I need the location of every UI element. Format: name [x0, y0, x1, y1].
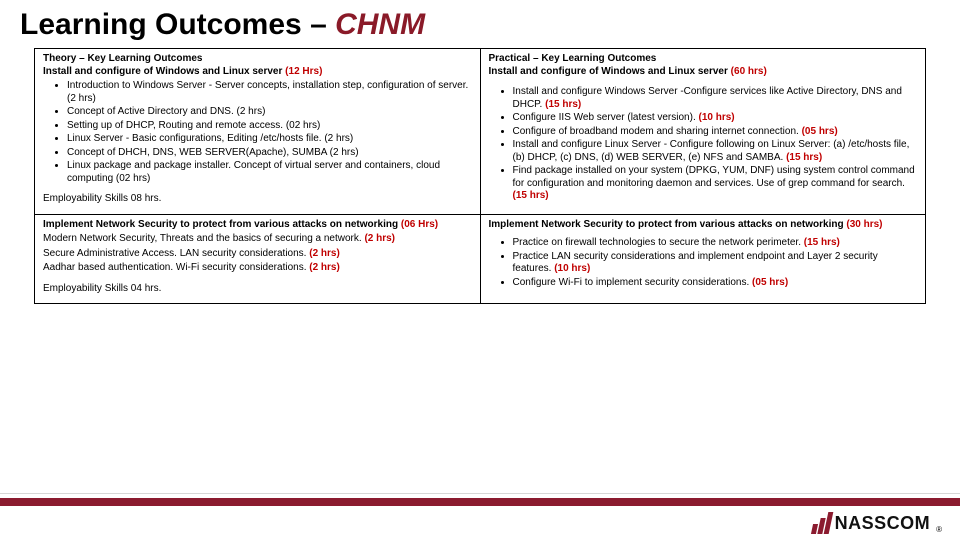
cell-theory-1: Theory – Key Learning Outcomes Install a… — [35, 49, 481, 215]
footer-rule — [0, 493, 960, 494]
outcomes-table: Theory – Key Learning Outcomes Install a… — [34, 48, 926, 304]
bullet-text: Configure Wi-Fi to implement security co… — [513, 277, 750, 288]
list-item: Practice on firewall technologies to sec… — [513, 237, 918, 250]
table-row: Theory – Key Learning Outcomes Install a… — [35, 49, 926, 215]
practical2-subheader: Implement Network Security to protect fr… — [489, 219, 844, 230]
practical-bullets: Install and configure Windows Server -Co… — [513, 86, 918, 203]
bullet-hours: (05 hrs) — [752, 277, 788, 288]
list-item: Install and configure Windows Server -Co… — [513, 86, 918, 111]
list-item: Linux Server - Basic configurations, Edi… — [67, 133, 472, 146]
bullet-text: Configure IIS Web server (latest version… — [513, 112, 696, 123]
logo-mark-icon — [812, 512, 831, 534]
list-item: Configure IIS Web server (latest version… — [513, 112, 918, 125]
list-item: Concept of Active Directory and DNS. (2 … — [67, 106, 472, 119]
line-text: Modern Network Security, Threats and the… — [43, 233, 362, 244]
theory-hours: (12 Hrs) — [285, 66, 322, 77]
list-item: Linux package and package installer. Con… — [67, 160, 472, 185]
footer: NASSCOM ® — [0, 496, 960, 540]
theory-header: Theory – Key Learning Outcomes — [43, 53, 472, 66]
practical2-hours: (30 hrs) — [846, 219, 882, 230]
practical2-bullets: Practice on firewall technologies to sec… — [513, 237, 918, 289]
bullet-hours: (15 hrs) — [804, 237, 840, 248]
list-item: Practice LAN security considerations and… — [513, 251, 918, 276]
line-text: Aadhar based authentication. Wi-Fi secur… — [43, 262, 306, 273]
theory-subheader: Install and configure of Windows and Lin… — [43, 66, 282, 77]
theory2-subheader-line: Implement Network Security to protect fr… — [43, 219, 472, 232]
line-hours: (2 hrs) — [309, 262, 340, 273]
theory-bullets: Introduction to Windows Server - Server … — [67, 80, 472, 185]
line-item: Secure Administrative Access. LAN securi… — [43, 248, 472, 261]
page-title: Learning Outcomes – CHNM — [20, 8, 940, 42]
list-item: Introduction to Windows Server - Server … — [67, 80, 472, 105]
employability-footer: Employability Skills 04 hrs. — [43, 283, 472, 296]
list-item: Configure of broadband modem and sharing… — [513, 126, 918, 139]
title-main: Learning Outcomes — [20, 8, 302, 41]
cell-theory-2: Implement Network Security to protect fr… — [35, 214, 481, 304]
footer-bar — [0, 498, 960, 506]
line-text: Secure Administrative Access. LAN securi… — [43, 248, 306, 259]
line-hours: (2 hrs) — [364, 233, 395, 244]
bullet-text: Configure of broadband modem and sharing… — [513, 126, 799, 137]
list-item: Find package installed on your system (D… — [513, 165, 918, 203]
theory-subheader-line: Install and configure of Windows and Lin… — [43, 66, 472, 79]
practical-header: Practical – Key Learning Outcomes — [489, 53, 918, 66]
employability-footer: Employability Skills 08 hrs. — [43, 193, 472, 206]
list-item: Concept of DHCH, DNS, WEB SERVER(Apache)… — [67, 147, 472, 160]
cell-practical-1: Practical – Key Learning Outcomes Instal… — [480, 49, 926, 215]
line-item: Aadhar based authentication. Wi-Fi secur… — [43, 262, 472, 275]
bullet-hours: (10 hrs) — [699, 112, 735, 123]
list-item: Install and configure Linux Server - Con… — [513, 139, 918, 164]
theory2-subheader: Implement Network Security to protect fr… — [43, 219, 398, 230]
practical-subheader-line: Install and configure of Windows and Lin… — [489, 66, 918, 79]
logo-reg: ® — [936, 525, 942, 534]
bullet-hours: (10 hrs) — [554, 263, 590, 274]
bullet-hours: (15 hrs) — [786, 152, 822, 163]
table-container: Theory – Key Learning Outcomes Install a… — [0, 48, 960, 304]
cell-practical-2: Implement Network Security to protect fr… — [480, 214, 926, 304]
title-dash: – — [310, 8, 327, 41]
theory2-hours: (06 Hrs) — [401, 219, 438, 230]
practical2-subheader-line: Implement Network Security to protect fr… — [489, 219, 918, 232]
bullet-hours: (15 hrs) — [545, 99, 581, 110]
bullet-text: Find package installed on your system (D… — [513, 165, 915, 189]
slide: Learning Outcomes – CHNM Theory – Key Le… — [0, 0, 960, 540]
practical-hours: (60 hrs) — [731, 66, 767, 77]
logo-word: NASSCOM — [835, 513, 931, 534]
line-hours: (2 hrs) — [309, 248, 340, 259]
bullet-text: Install and configure Linux Server - Con… — [513, 139, 910, 163]
practical-subheader: Install and configure of Windows and Lin… — [489, 66, 728, 77]
nasscom-logo: NASSCOM ® — [812, 512, 942, 534]
bullet-text: Practice on firewall technologies to sec… — [513, 237, 801, 248]
line-item: Modern Network Security, Threats and the… — [43, 233, 472, 246]
title-bar: Learning Outcomes – CHNM — [0, 0, 960, 48]
bullet-hours: (15 hrs) — [513, 190, 549, 201]
table-row: Implement Network Security to protect fr… — [35, 214, 926, 304]
title-suffix: CHNM — [335, 8, 425, 41]
bullet-hours: (05 hrs) — [802, 126, 838, 137]
list-item: Setting up of DHCP, Routing and remote a… — [67, 120, 472, 133]
list-item: Configure Wi-Fi to implement security co… — [513, 277, 918, 290]
